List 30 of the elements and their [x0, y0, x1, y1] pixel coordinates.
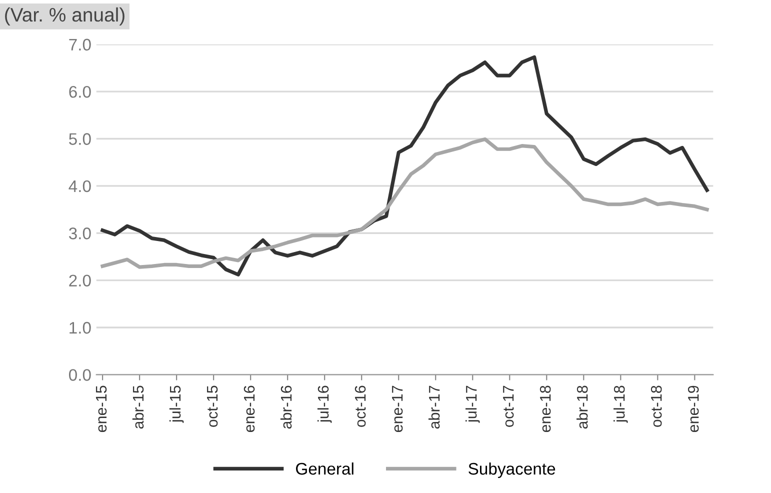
- x-tick-label: abr-18: [576, 386, 588, 429]
- x-tick-label: oct-16: [354, 386, 366, 427]
- line-series: [100, 55, 709, 276]
- x-tick-label: jul-17: [466, 386, 480, 423]
- y-tick-label: 3.0: [68, 228, 91, 240]
- legend-label: Subyacente: [468, 462, 556, 478]
- x-tick-label: jul-16: [317, 386, 332, 423]
- x-tick-label: jul-15: [169, 386, 184, 423]
- x-tick-label: oct-15: [207, 386, 218, 427]
- y-tick-label: 5.0: [69, 133, 91, 145]
- x-tick-label: ene-18: [540, 386, 551, 432]
- x-tick-label: ene-17: [392, 386, 403, 432]
- legend-label: General: [296, 462, 354, 475]
- x-tick-label: oct-17: [503, 386, 514, 427]
- y-tick-label: 4.0: [68, 180, 91, 192]
- x-tick-label: abr-16: [280, 386, 292, 429]
- x-tick-label: oct-18: [650, 386, 662, 427]
- y-tick-label: 2.0: [69, 274, 91, 287]
- x-tick-label: ene-16: [244, 386, 255, 432]
- chart-title: (Var. % anual): [5, 7, 124, 26]
- x-tick-label: abr-15: [132, 386, 144, 429]
- y-tick-label: 7.0: [69, 38, 91, 51]
- x-tick-label: ene-15: [96, 386, 107, 432]
- y-tick-label: 1.0: [70, 322, 91, 334]
- x-tick-label: abr-17: [428, 386, 440, 429]
- x-tick-label: ene-19: [688, 386, 699, 432]
- y-tick-label: 6.0: [69, 86, 91, 98]
- x-tick-label: jul-18: [614, 386, 628, 423]
- y-tick-label: 0.0: [69, 369, 91, 381]
- line-series: [100, 137, 709, 269]
